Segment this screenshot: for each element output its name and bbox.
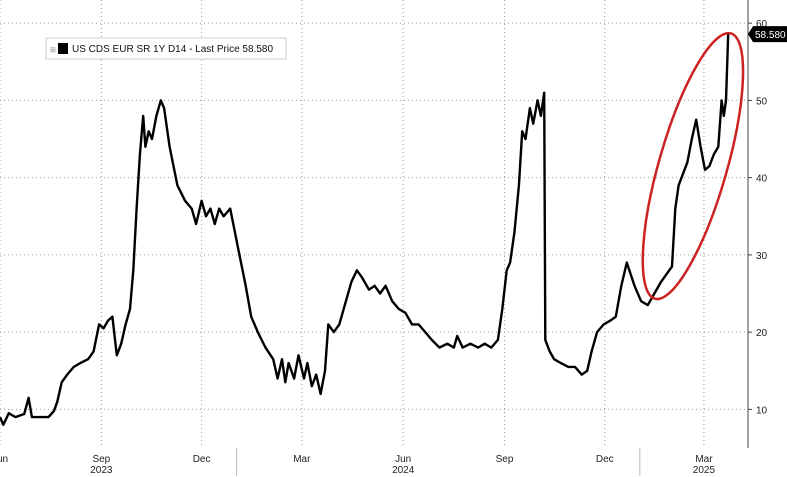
highlight-ellipse bbox=[641, 31, 745, 301]
x-tick-label: Jun bbox=[0, 454, 8, 465]
x-year-label: 2023 bbox=[90, 465, 113, 476]
legend-label: US CDS EUR SR 1Y D14 - Last Price 58.580 bbox=[72, 44, 273, 55]
y-tick-label: 10 bbox=[756, 405, 768, 416]
y-tick-label: 40 bbox=[756, 174, 768, 185]
legend-expand-icon: ⊞ bbox=[50, 47, 56, 54]
annotation-layer bbox=[641, 31, 745, 301]
last-price-tag-background bbox=[748, 26, 787, 43]
last-price-label: 58.580 bbox=[755, 30, 786, 41]
axes: 10 20 30 40 50 60 Jun Sep Dec Mar Jun Sep Dec Mar 2023… bbox=[0, 0, 768, 476]
x-year-label: 2025 bbox=[693, 465, 716, 476]
y-tick-label: 50 bbox=[756, 96, 768, 107]
last-price-tag: 58.580 bbox=[748, 26, 787, 43]
x-tick-label: Dec bbox=[596, 454, 614, 465]
x-year-label: 2024 bbox=[392, 465, 415, 476]
x-tick-label: Mar bbox=[293, 454, 311, 465]
x-tick-label: Jun bbox=[395, 454, 411, 465]
legend-box bbox=[45, 37, 287, 60]
x-tick-label: Sep bbox=[92, 454, 110, 465]
x-tick-label: Dec bbox=[193, 454, 211, 465]
y-tick-label: 20 bbox=[756, 328, 768, 339]
y-tick-label: 30 bbox=[756, 251, 768, 262]
series-layer bbox=[0, 34, 730, 426]
x-tick-label: Sep bbox=[496, 454, 514, 465]
y-tick-label: 60 bbox=[756, 19, 768, 30]
legend: ⊞ US CDS EUR SR 1Y D14 - Last Price 58.5… bbox=[45, 37, 287, 60]
x-tick-label: Mar bbox=[695, 454, 713, 465]
legend-swatch bbox=[58, 43, 68, 54]
series-line bbox=[0, 34, 730, 426]
gridlines bbox=[0, 0, 748, 448]
